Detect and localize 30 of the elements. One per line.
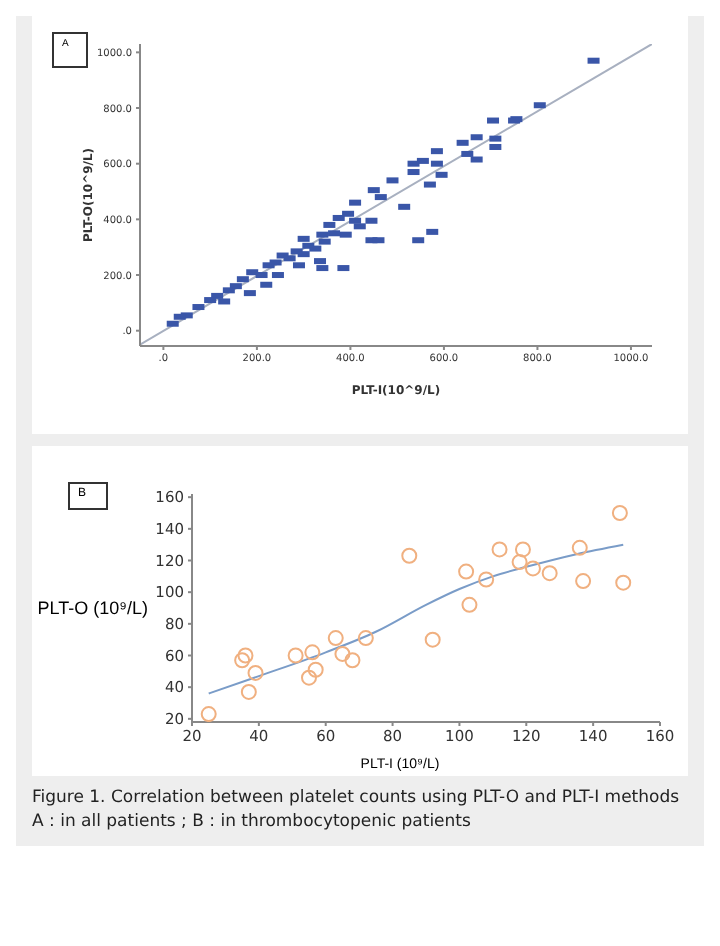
point [575, 573, 592, 590]
point [401, 547, 418, 564]
point [541, 565, 558, 582]
point [327, 630, 344, 647]
point [237, 647, 254, 664]
point [200, 706, 217, 722]
point [461, 596, 478, 613]
point [240, 683, 257, 700]
point [287, 647, 304, 664]
point [478, 571, 495, 588]
point [247, 664, 264, 681]
point [571, 539, 588, 556]
caption: Figure 1. Correlation between platelet counts using PLT-O and PLT-I methods [32, 786, 682, 810]
point [611, 505, 628, 521]
point [491, 541, 508, 558]
point [334, 645, 351, 662]
point [524, 560, 541, 577]
point [304, 644, 321, 661]
point [234, 652, 251, 669]
point [424, 631, 441, 648]
point [344, 652, 361, 669]
point [301, 669, 317, 686]
y-axis-title: PLT-O (10⁹/L) [35, 598, 148, 618]
point [307, 661, 324, 678]
text: A : in all patients ; B : in thrombocytopenic patients [32, 810, 473, 834]
point [357, 630, 374, 647]
point [615, 574, 632, 591]
point [511, 554, 528, 571]
point [458, 563, 475, 580]
point [514, 541, 531, 558]
